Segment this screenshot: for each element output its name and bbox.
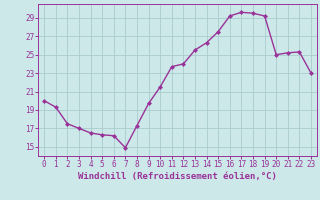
X-axis label: Windchill (Refroidissement éolien,°C): Windchill (Refroidissement éolien,°C) bbox=[78, 172, 277, 181]
